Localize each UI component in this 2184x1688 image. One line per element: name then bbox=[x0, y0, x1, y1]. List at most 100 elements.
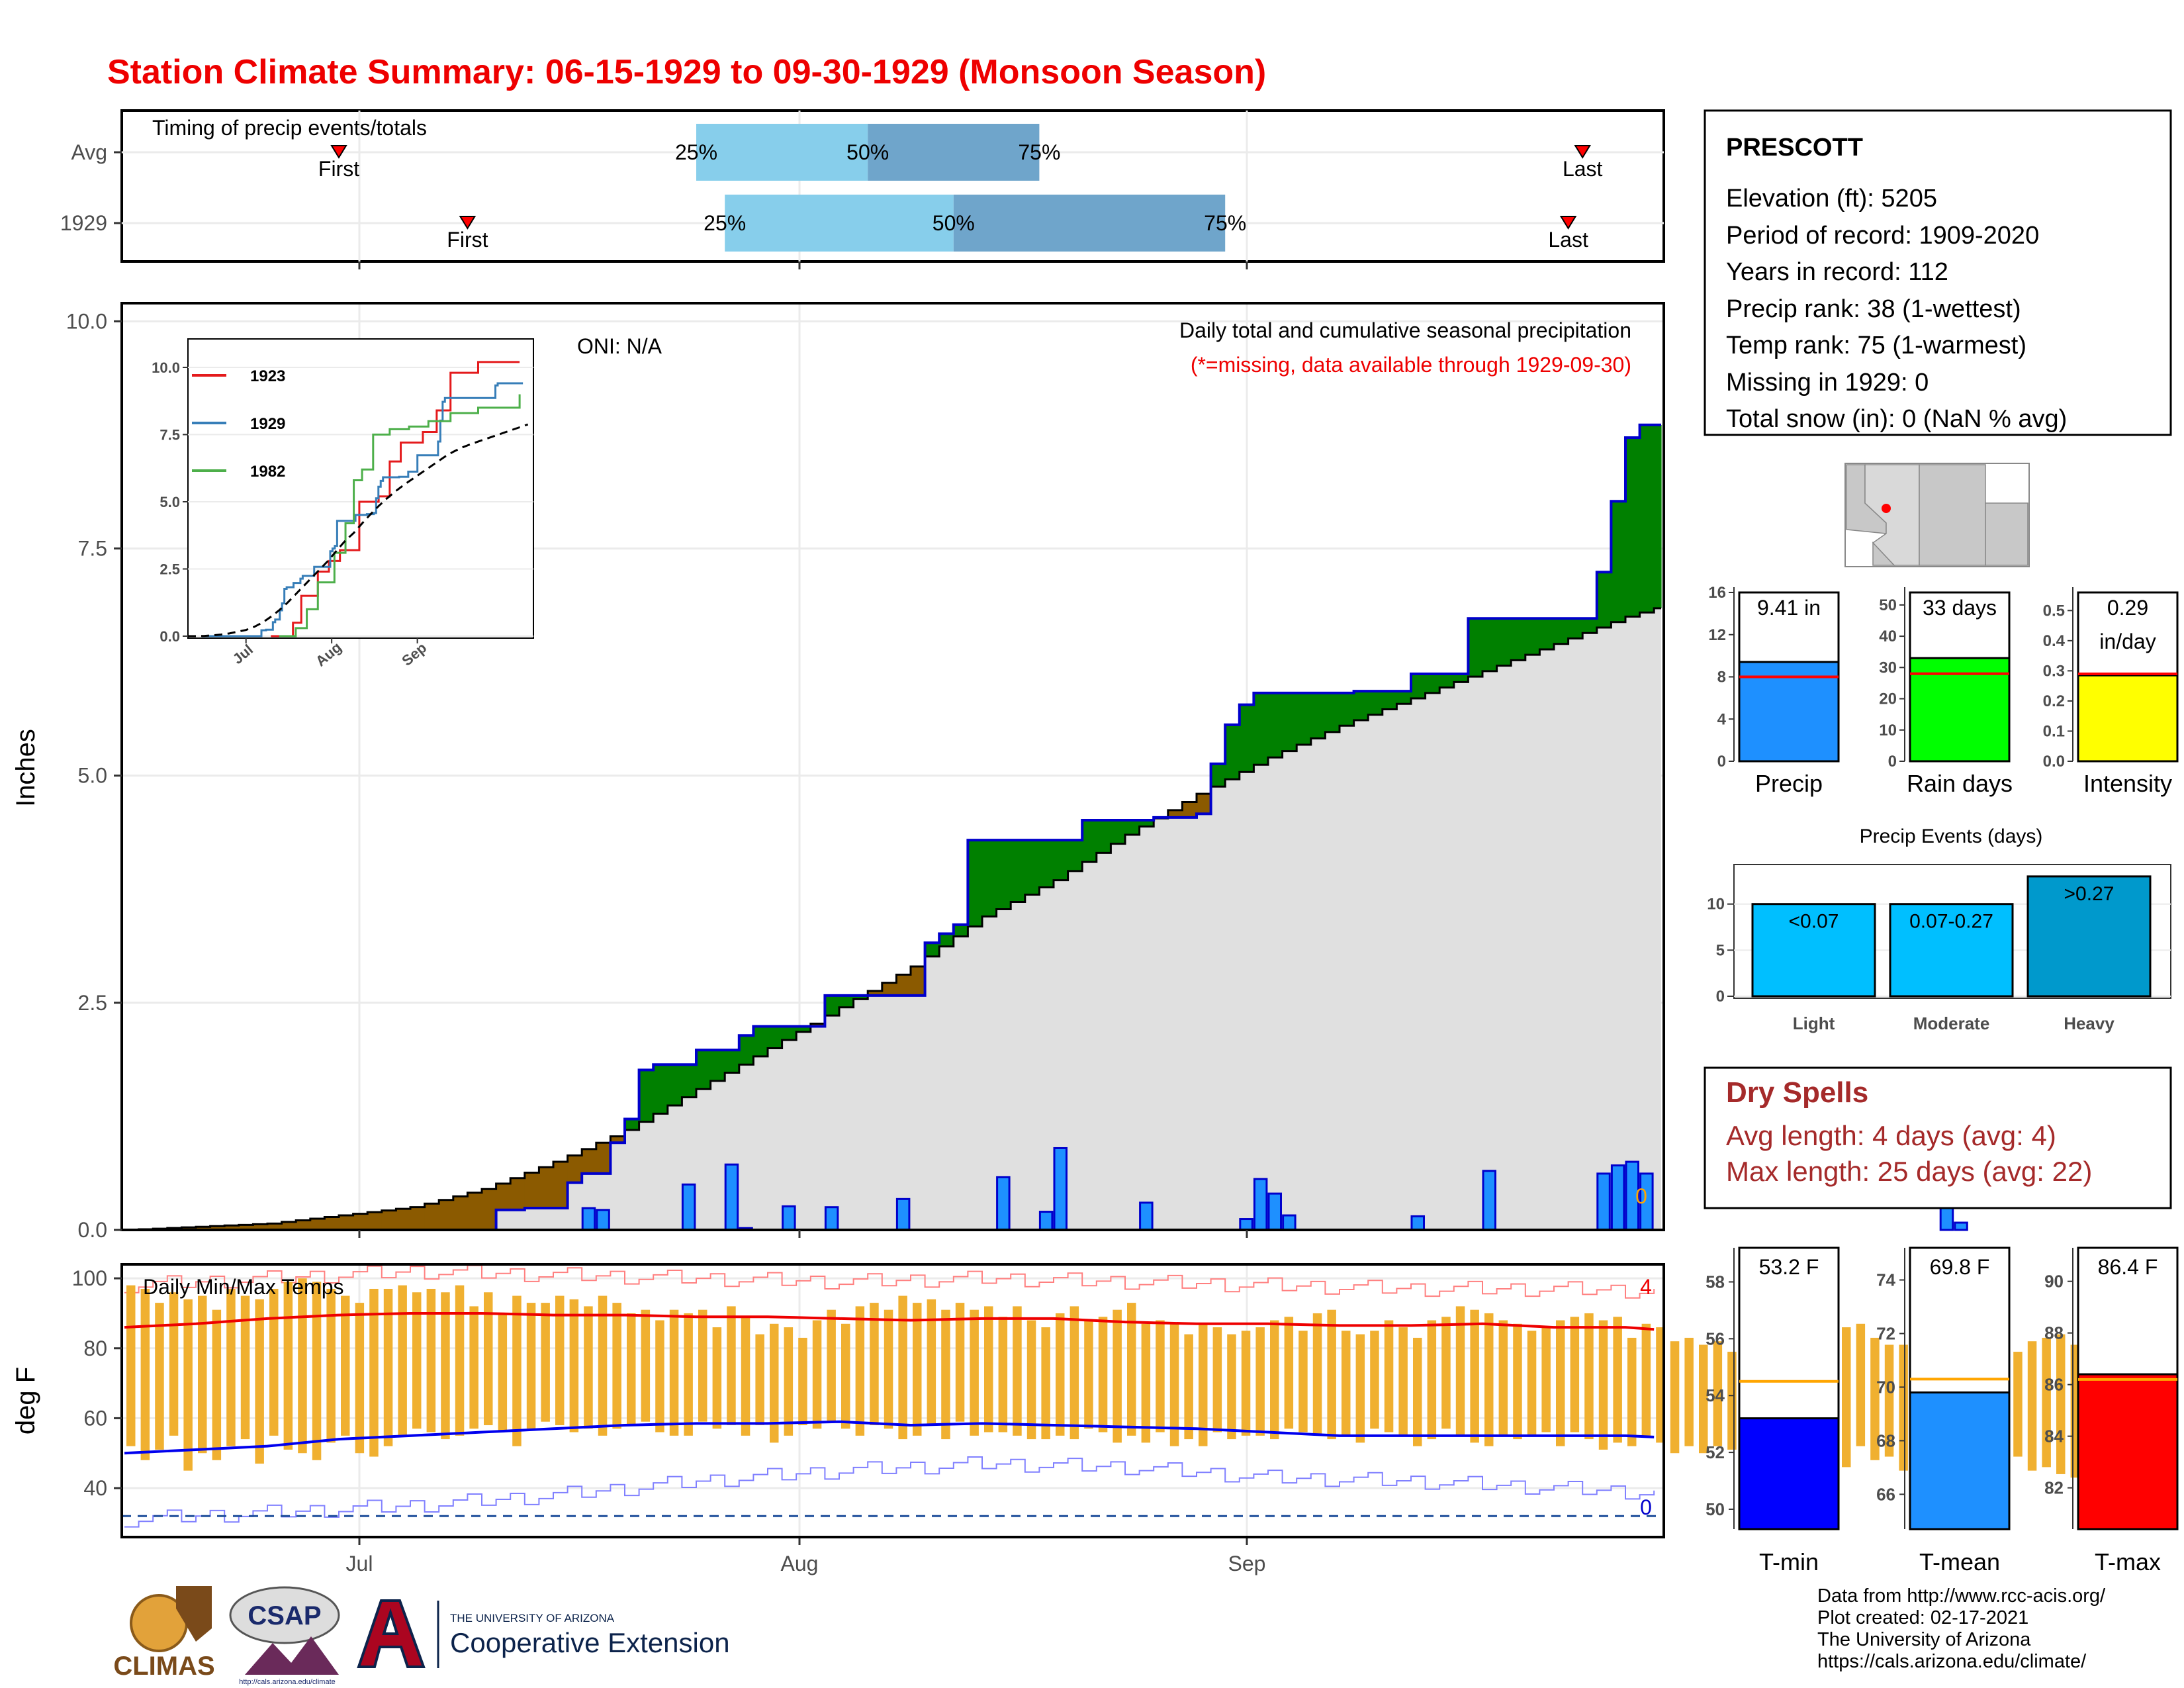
daily-temp-bar bbox=[1470, 1309, 1479, 1443]
below-avg-fill bbox=[210, 1226, 225, 1230]
timing-q50-label-1929: 50% bbox=[933, 211, 975, 235]
events-category-label: Heavy bbox=[2064, 1013, 2115, 1033]
daily-temp-bar bbox=[383, 1288, 393, 1446]
temp-max-count: 4 bbox=[1640, 1275, 1652, 1299]
timing-first-label-1929: First bbox=[447, 228, 488, 252]
daily-temp-bar bbox=[1513, 1323, 1522, 1440]
temp-ytick-label: 80 bbox=[83, 1336, 107, 1360]
above-avg-fill bbox=[739, 1035, 754, 1065]
daily-temp-bar bbox=[1184, 1334, 1193, 1440]
summary-ytick-label: 12 bbox=[1708, 626, 1726, 644]
daily-temp-bar bbox=[369, 1288, 379, 1457]
above-avg-fill bbox=[1382, 691, 1397, 710]
record-tmax-line bbox=[124, 1264, 1655, 1299]
summary-bar-1 bbox=[1909, 657, 2011, 763]
below-avg-fill bbox=[496, 1184, 511, 1210]
summary-label-0: Precip bbox=[1755, 770, 1823, 797]
inset-avg-line bbox=[188, 423, 529, 637]
above-avg-fill bbox=[996, 840, 1011, 910]
daily-precip-bar bbox=[1610, 1164, 1625, 1231]
above-avg-fill bbox=[753, 1026, 768, 1056]
summary-ytick-label: 4 bbox=[1717, 710, 1727, 728]
above-avg-fill bbox=[939, 933, 954, 947]
temp-summary-label-2: T-max bbox=[2095, 1548, 2161, 1575]
daily-temp-bar bbox=[155, 1303, 164, 1450]
daily-temp-bar bbox=[998, 1317, 1008, 1432]
temp-ytick-label: 60 bbox=[83, 1406, 107, 1430]
station-line-snow: Total snow (in): 0 (NaN % avg) bbox=[1726, 405, 2067, 433]
daily-temp-bar bbox=[1398, 1327, 1408, 1436]
daily-temp-bar bbox=[1013, 1306, 1022, 1436]
daily-temp-bar bbox=[269, 1288, 279, 1436]
events-ytick-label: 0 bbox=[1716, 988, 1725, 1006]
below-avg-fill bbox=[339, 1215, 354, 1230]
temp-summary-ytick-label: 54 bbox=[1706, 1385, 1725, 1405]
daily-temp-bar bbox=[198, 1295, 207, 1454]
above-avg-fill bbox=[953, 924, 968, 937]
daily-temp-bar bbox=[1584, 1313, 1594, 1440]
daily-temp-bar bbox=[484, 1292, 493, 1425]
climas-logo-cactus bbox=[176, 1586, 212, 1642]
daily-temp-bar bbox=[140, 1288, 150, 1460]
oni-label: ONI: N/A bbox=[577, 334, 662, 358]
daily-temp-bar bbox=[1113, 1309, 1122, 1443]
temp-summary-ytick-label: 50 bbox=[1706, 1499, 1725, 1519]
above-avg-fill bbox=[696, 1050, 711, 1090]
daily-temp-bar bbox=[784, 1327, 794, 1436]
daily-precip-bar bbox=[895, 1197, 911, 1231]
temp-summary-bar-2 bbox=[2077, 1373, 2179, 1530]
daily-temp-bar bbox=[1069, 1306, 1079, 1440]
daily-temp-bar bbox=[1427, 1320, 1437, 1440]
station-line-missing: Missing in 1929: 0 bbox=[1726, 369, 1929, 397]
daily-temp-bar bbox=[1527, 1331, 1537, 1436]
daily-temp-bar bbox=[1212, 1327, 1222, 1432]
temp-content bbox=[122, 1264, 2137, 1528]
temp-summary-bar-1 bbox=[1909, 1391, 2011, 1530]
station-line-period: Period of record: 1909-2020 bbox=[1726, 222, 2039, 250]
above-avg-fill bbox=[667, 1064, 682, 1105]
below-avg-fill bbox=[896, 974, 911, 996]
daily-temp-bar bbox=[855, 1306, 865, 1436]
station-line-temp-rank: Temp rank: 75 (1-warmest) bbox=[1726, 332, 2026, 359]
daily-precip-bar bbox=[1239, 1218, 1253, 1231]
above-avg-fill bbox=[968, 840, 983, 927]
daily-temp-bar bbox=[1884, 1344, 1894, 1457]
csap-mountains bbox=[245, 1636, 339, 1675]
credits: Data from http://www.rcc-acis.org/ Plot … bbox=[1817, 1585, 2106, 1672]
above-avg-fill bbox=[1325, 692, 1340, 732]
below-avg-fill bbox=[539, 1167, 554, 1209]
daily-temp-bar bbox=[1355, 1334, 1365, 1443]
temp-ytick-label: 100 bbox=[72, 1266, 107, 1290]
events-bar-label: 0.07-0.27 bbox=[1909, 911, 1993, 933]
daily-temp-bar bbox=[1199, 1323, 1208, 1446]
events-bar-heavy bbox=[2026, 875, 2152, 998]
precip-missing-note: (*=missing, data available through 1929-… bbox=[1191, 353, 1631, 377]
timing-rows: 25% 50% 75% First Last 25% 50% 75% First Last bbox=[318, 124, 1603, 252]
climas-logo-text: CLIMAS bbox=[113, 1652, 214, 1681]
daily-temp-bar bbox=[927, 1299, 936, 1425]
temp-summary-bars: 50 52 54 56 58 53.2 F T-min 66 68 70 72 74 69.8 F T-m… bbox=[1706, 1246, 2179, 1575]
above-avg-fill bbox=[725, 1050, 740, 1073]
summary-ytick-label: 50 bbox=[1879, 596, 1897, 614]
daily-precip-bar bbox=[1253, 1178, 1268, 1231]
daily-precip-bar bbox=[596, 1209, 610, 1231]
inset-ytick-label: 7.5 bbox=[159, 427, 180, 444]
summary-ytick-label: 16 bbox=[1708, 584, 1726, 602]
above-avg-fill bbox=[1596, 572, 1612, 628]
events-bar-label: >0.27 bbox=[2064, 883, 2115, 905]
daily-temp-bar bbox=[727, 1306, 736, 1425]
above-avg-fill bbox=[1282, 692, 1297, 751]
daily-temp-bar bbox=[1284, 1317, 1294, 1429]
summary-value2-2: in/day bbox=[2099, 630, 2156, 653]
summary-label-2: Intensity bbox=[2083, 770, 2172, 797]
timing-last-label-Avg: Last bbox=[1563, 157, 1603, 181]
map-mexico bbox=[1872, 541, 1895, 566]
inset-line-1923 bbox=[271, 361, 520, 637]
temp-summary-ytick-label: 86 bbox=[2044, 1375, 2064, 1395]
below-avg-fill bbox=[424, 1203, 439, 1230]
csap-cloud bbox=[229, 1586, 340, 1644]
below-avg-fill bbox=[224, 1225, 240, 1230]
ua-big-text: Cooperative Extension bbox=[450, 1627, 730, 1658]
inset-ytick-label: 0.0 bbox=[159, 628, 180, 645]
